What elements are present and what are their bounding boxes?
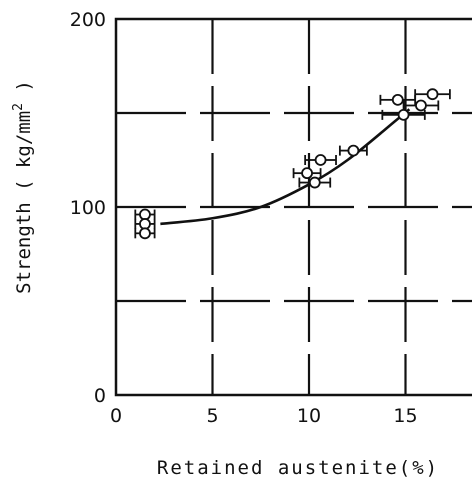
- point-marker: [314, 154, 327, 166]
- plot-area-frame: [114, 17, 472, 397]
- x-tick-labels: 0 5 10 15: [110, 405, 418, 427]
- x-tick-label: 10: [297, 405, 321, 427]
- data-point: [292, 167, 322, 180]
- data-point: [381, 108, 426, 121]
- y-tick-label: 200: [70, 9, 106, 31]
- point-marker: [347, 144, 360, 157]
- y-tick-label: 100: [70, 197, 106, 219]
- point-marker: [426, 88, 439, 101]
- y-axis-title-superscript: 2: [11, 103, 26, 111]
- x-tick-label: 15: [393, 405, 417, 427]
- x-axis-title: Retained austenite(%): [157, 457, 439, 479]
- point-marker: [415, 99, 427, 112]
- y-axis-title: Strength ( kg/mm2 ): [11, 80, 35, 294]
- data-point: [402, 99, 440, 112]
- point-marker: [139, 218, 151, 230]
- y-axis-title-end: ): [13, 80, 35, 103]
- point-marker: [397, 108, 410, 121]
- data-point: [134, 227, 156, 240]
- point-marker: [139, 227, 151, 240]
- point-marker: [391, 93, 404, 106]
- data-point: [379, 93, 417, 106]
- grid-lines: [116, 19, 472, 395]
- y-tick-label: 0: [94, 385, 106, 407]
- x-tick-label: 5: [206, 405, 218, 427]
- point-marker: [308, 176, 321, 189]
- point-marker: [301, 167, 313, 180]
- trend-curve-group: [160, 108, 411, 226]
- data-point: [414, 88, 451, 101]
- data-point: [134, 218, 156, 230]
- y-tick-labels: 0 100 200: [70, 9, 106, 407]
- y-axis-title-main: Strength ( kg/mm: [13, 111, 35, 294]
- data-point: [304, 154, 337, 166]
- data-point: [298, 176, 332, 189]
- trend-curve: [160, 108, 411, 226]
- data-point: [338, 144, 368, 157]
- data-points: [134, 88, 451, 240]
- x-tick-label: 0: [110, 405, 122, 427]
